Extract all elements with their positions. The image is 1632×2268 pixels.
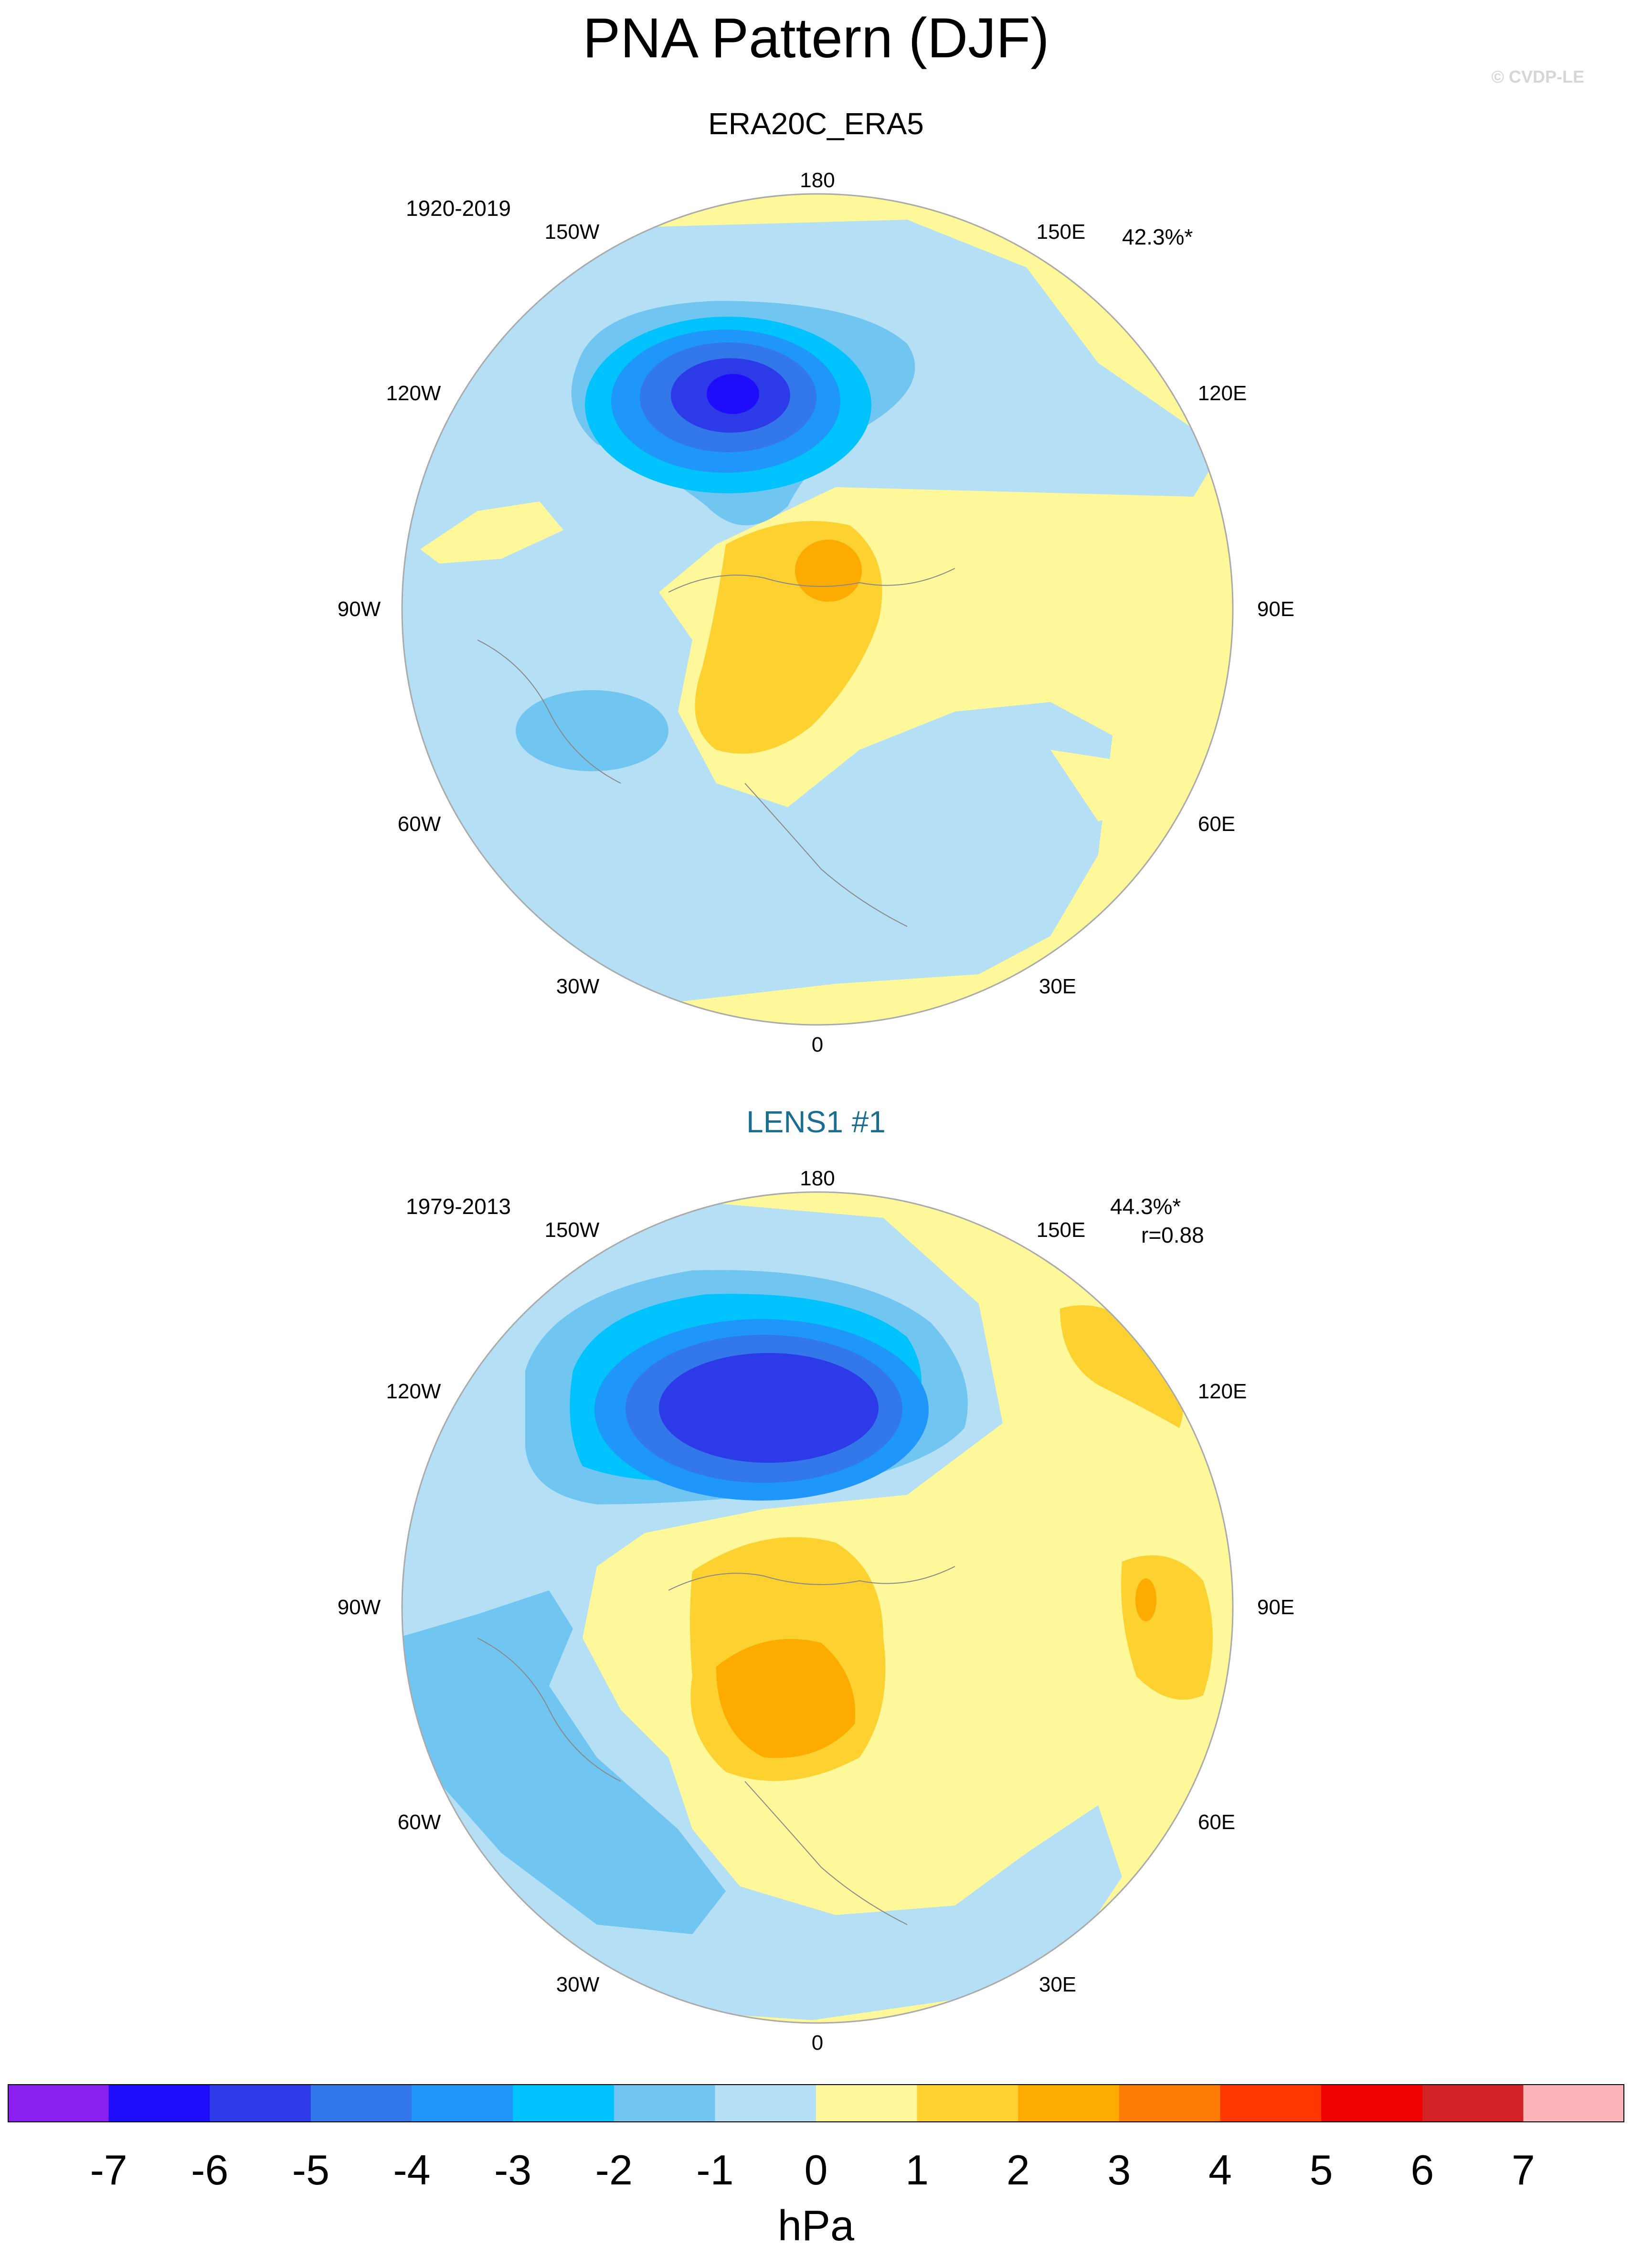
lon-label-60w: 60W xyxy=(398,1810,441,1834)
lon-label-30e: 30E xyxy=(1039,975,1076,998)
colorbar-tick-label: 1 xyxy=(905,2146,929,2193)
pressure-field xyxy=(402,194,1233,1025)
colorbar-tick-label: -6 xyxy=(191,2146,228,2193)
lon-label-90w: 90W xyxy=(338,597,381,621)
lon-label-60e: 60E xyxy=(1198,812,1235,836)
lon-label-180: 180 xyxy=(800,169,835,192)
colorbar-swatch xyxy=(8,2084,109,2122)
colorbar-swatch xyxy=(412,2084,513,2122)
colorbar-swatch xyxy=(816,2084,918,2122)
panel-title-lens: LENS1 #1 xyxy=(746,1105,886,1139)
copyright-label: © CVDP-LE xyxy=(1491,67,1584,86)
variance-label: 44.3%* xyxy=(1110,1194,1181,1219)
years-label: 1920-2019 xyxy=(406,196,511,221)
correlation-label: r=0.88 xyxy=(1141,1223,1204,1247)
lon-label-90e: 90E xyxy=(1257,1596,1294,1619)
figure-title: PNA Pattern (DJF) xyxy=(583,7,1049,70)
lon-label-150w: 150W xyxy=(545,1218,600,1242)
colorbar: -7 -6 -5 -4 -3 -2 -1 0 1 2 3 4 5 6 7 xyxy=(8,2084,1624,2193)
colorbar-tick-label: -2 xyxy=(595,2146,633,2193)
colorbar-tick-label: 6 xyxy=(1410,2146,1434,2193)
colorbar-swatch xyxy=(1422,2084,1524,2122)
colorbar-units: hPa xyxy=(777,2202,855,2250)
variance-label: 42.3%* xyxy=(1122,224,1193,249)
lon-label-30e: 30E xyxy=(1039,1973,1076,1996)
colorbar-tick-label: -5 xyxy=(292,2146,329,2193)
lon-label-180: 180 xyxy=(800,1167,835,1190)
pressure-field xyxy=(402,1192,1233,2023)
lon-label-60w: 60W xyxy=(398,812,441,836)
colorbar-swatch xyxy=(108,2084,210,2122)
lon-label-90e: 90E xyxy=(1257,597,1294,621)
colorbar-tick-label: -3 xyxy=(494,2146,531,2193)
colorbar-outline xyxy=(8,2084,1624,2122)
colorbar-tick-label: -4 xyxy=(393,2146,430,2193)
colorbar-swatch xyxy=(614,2084,715,2122)
colorbar-tick-label: 3 xyxy=(1107,2146,1131,2193)
colorbar-swatch xyxy=(1119,2084,1220,2122)
map-panel-era: 1920-2019 42.3%* 180 150E 120E 90E 60E 3… xyxy=(338,169,1294,1056)
lon-label-90w: 90W xyxy=(338,1596,381,1619)
lon-label-0: 0 xyxy=(812,2031,823,2055)
lon-label-120w: 120W xyxy=(386,382,441,405)
colorbar-swatch xyxy=(1321,2084,1423,2122)
lon-label-150w: 150W xyxy=(545,220,600,244)
lon-label-30w: 30W xyxy=(556,975,600,998)
colorbar-swatch xyxy=(917,2084,1018,2122)
colorbar-swatch xyxy=(1523,2084,1624,2122)
colorbar-tick-label: 7 xyxy=(1512,2146,1535,2193)
colorbar-tick-label: 5 xyxy=(1310,2146,1333,2193)
colorbar-tick-label: 0 xyxy=(805,2146,828,2193)
colorbar-swatch xyxy=(1018,2084,1120,2122)
lon-label-150e: 150E xyxy=(1037,220,1086,244)
lon-label-150e: 150E xyxy=(1037,1218,1086,1242)
colorbar-swatch xyxy=(715,2084,816,2122)
lon-label-30w: 30W xyxy=(556,1973,600,1996)
lon-label-120w: 120W xyxy=(386,1380,441,1403)
colorbar-tick-label: 2 xyxy=(1007,2146,1030,2193)
years-label: 1979-2013 xyxy=(406,1194,511,1219)
map-panel-lens: 1979-2013 44.3%* r=0.88 180 150E 120E 90… xyxy=(338,1167,1294,2055)
lon-label-60e: 60E xyxy=(1198,1810,1235,1834)
panel-title-era: ERA20C_ERA5 xyxy=(708,106,924,141)
colorbar-swatch xyxy=(210,2084,311,2122)
lon-label-120e: 120E xyxy=(1198,382,1247,405)
colorbar-swatch xyxy=(310,2084,412,2122)
colorbar-tick-label: -7 xyxy=(90,2146,127,2193)
colorbar-swatch xyxy=(1220,2084,1322,2122)
lon-label-0: 0 xyxy=(812,1033,823,1056)
colorbar-swatch xyxy=(513,2084,615,2122)
colorbar-tick-label: -1 xyxy=(696,2146,733,2193)
colorbar-tick-label: 4 xyxy=(1208,2146,1232,2193)
lon-label-120e: 120E xyxy=(1198,1380,1247,1403)
